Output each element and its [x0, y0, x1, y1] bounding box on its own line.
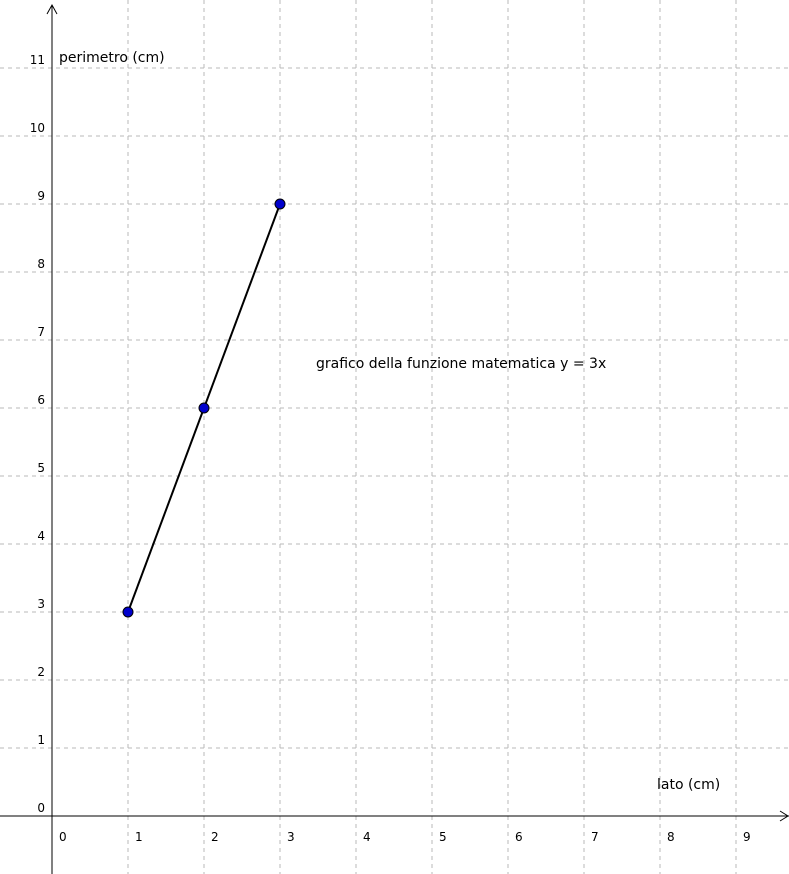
y-axis-arrow-icon [46, 3, 58, 15]
y-tick-label: 10 [30, 121, 45, 135]
function-annotation: grafico della funzione matematica y = 3x [316, 356, 606, 372]
y-tick-label: 11 [30, 53, 45, 67]
x-tick-label: 0 [59, 830, 67, 844]
x-tick-labels: 0 1 2 3 4 5 6 7 8 9 [59, 830, 751, 844]
data-point[interactable] [122, 606, 134, 618]
x-tick-label: 9 [743, 830, 751, 844]
x-axis-arrow-icon [779, 810, 789, 822]
series-layer [122, 198, 286, 618]
y-tick-label: 9 [37, 189, 45, 203]
x-axis-label: lato (cm) [657, 777, 720, 793]
y-tick-label: 2 [37, 665, 45, 679]
x-tick-label: 7 [591, 830, 599, 844]
x-tick-label: 1 [135, 830, 143, 844]
x-tick-label: 4 [363, 830, 371, 844]
data-point[interactable] [198, 402, 210, 414]
x-tick-label: 8 [667, 830, 675, 844]
x-tick-label: 3 [287, 830, 295, 844]
x-tick-label: 5 [439, 830, 447, 844]
y-tick-label: 0 [37, 801, 45, 815]
y-tick-label: 5 [37, 461, 45, 475]
y-tick-label: 3 [37, 597, 45, 611]
data-point[interactable] [274, 198, 286, 210]
y-tick-label: 6 [37, 393, 45, 407]
y-tick-labels: 0 1 2 3 4 5 6 7 8 9 10 11 [30, 53, 45, 815]
y-tick-label: 1 [37, 733, 45, 747]
y-tick-label: 8 [37, 257, 45, 271]
x-tick-label: 2 [211, 830, 219, 844]
axes [0, 3, 789, 874]
y-tick-label: 4 [37, 529, 45, 543]
y-tick-label: 7 [37, 325, 45, 339]
x-tick-label: 6 [515, 830, 523, 844]
y-axis-label: perimetro (cm) [59, 50, 165, 66]
